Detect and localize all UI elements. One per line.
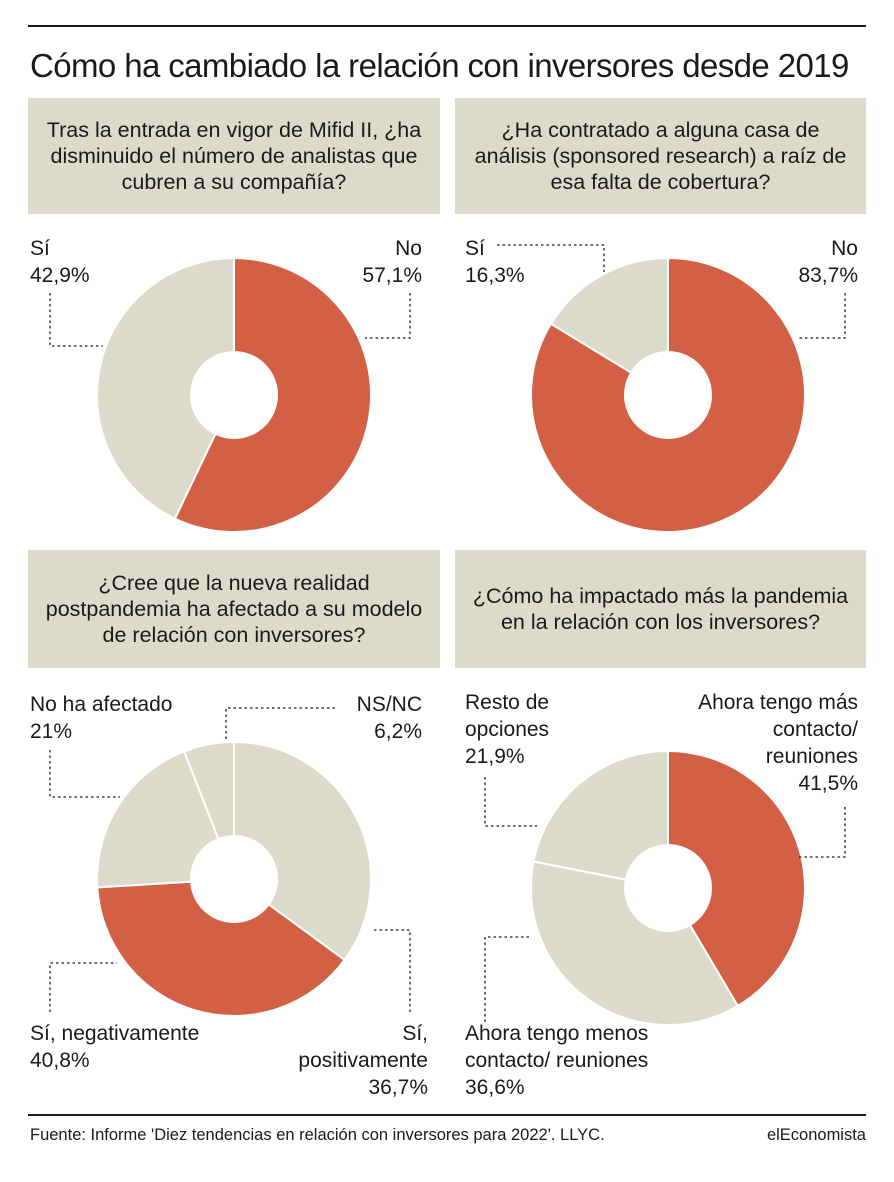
donut-3: [96, 741, 372, 1017]
c1-no-value: 57,1%: [362, 264, 422, 287]
donut-4: [530, 750, 806, 1026]
question-1-text: Tras la entrada en vigor de Mifid II, ¿h…: [46, 118, 422, 194]
donut-4-hole: [624, 844, 712, 932]
donut-3-slice-1: [233, 741, 372, 961]
question-box-3: ¿Cree que la nueva realidad postpandemia…: [28, 550, 440, 668]
c2-no-name: No: [831, 237, 858, 260]
leader-line-c3-positivamente: [372, 929, 411, 1012]
leader-line-c3-nsnc: [225, 707, 335, 742]
leader-line-c4-menos: [484, 936, 531, 1022]
question-box-1: Tras la entrada en vigor de Mifid II, ¿h…: [28, 98, 440, 214]
question-box-4: ¿Cómo ha impactado más la pandemia en la…: [455, 550, 866, 668]
c1-label-no: No 57,1%: [362, 235, 422, 289]
leader-line-c1-no: [365, 293, 411, 339]
bottom-rule: [28, 1114, 866, 1116]
c4-menos-name: Ahora tengo menos contacto/ reuniones: [465, 1022, 649, 1072]
c1-no-name: No: [395, 237, 422, 260]
c3-positivamente-name: Sí, positivamente: [298, 1022, 428, 1072]
c4-menos-value: 36,6%: [465, 1076, 525, 1099]
donut-2-hole: [624, 351, 712, 439]
c3-label-nsnc: NS/NC 6,2%: [357, 691, 422, 745]
page-title: Cómo ha cambiado la relación con inverso…: [30, 47, 849, 84]
leader-line-c2-si: [497, 244, 605, 272]
question-2-text: ¿Ha contratado a alguna casa de análisis…: [474, 118, 847, 194]
c2-si-name: Sí: [465, 237, 485, 260]
c4-mas-name: Ahora tengo más contacto/ reuniones: [698, 691, 858, 768]
c3-nsnc-name: NS/NC: [356, 693, 422, 716]
c3-label-positivamente: Sí, positivamente 36,7%: [258, 1020, 428, 1101]
c4-label-mas: Ahora tengo más contacto/ reuniones 41,5…: [678, 689, 858, 797]
donut-1: [96, 257, 372, 533]
donut-4-slice-2: [530, 860, 739, 1026]
c4-resto-value: 21,9%: [465, 745, 525, 768]
leader-line-c3-negativamente: [49, 962, 117, 1012]
leader-line-c4-resto: [484, 777, 537, 827]
c3-negativamente-name: Sí, negativamente: [30, 1022, 200, 1045]
leader-line-c2-no: [797, 293, 846, 339]
c3-noafectado-value: 21%: [30, 720, 73, 743]
c4-resto-name: Resto de opciones: [465, 691, 550, 741]
c3-noafectado-name: No ha afectado: [30, 693, 173, 716]
leader-line-c4-mas: [799, 807, 846, 858]
c1-label-si: Sí 42,9%: [30, 235, 90, 289]
c1-si-value: 42,9%: [30, 264, 90, 287]
donut-4-slice-3: [532, 750, 669, 889]
question-box-2: ¿Ha contratado a alguna casa de análisis…: [455, 98, 866, 214]
donut-3-hole: [190, 835, 278, 923]
donut-2-slice-2: [549, 257, 669, 396]
leader-line-c3-noafectado: [49, 750, 120, 798]
donut-2: [530, 257, 806, 533]
c4-label-resto: Resto de opciones 21,9%: [465, 689, 585, 770]
question-3-text: ¿Cree que la nueva realidad postpandemia…: [45, 571, 423, 647]
c3-negativamente-value: 40,8%: [30, 1049, 90, 1072]
brand-logo: elEconomista: [766, 1126, 866, 1144]
donut-1-hole: [190, 351, 278, 439]
c3-label-negativamente: Sí, negativamente 40,8%: [30, 1020, 230, 1074]
source-note: Fuente: Informe 'Diez tendencias en rela…: [30, 1126, 605, 1144]
c2-label-si: Sí 16,3%: [465, 235, 525, 289]
c2-si-value: 16,3%: [465, 264, 525, 287]
donut-3-slice-2: [96, 878, 346, 1017]
c2-no-value: 83,7%: [798, 264, 858, 287]
c3-nsnc-value: 6,2%: [374, 720, 422, 743]
c4-label-menos: Ahora tengo menos contacto/ reuniones 36…: [465, 1020, 695, 1101]
c4-mas-value: 41,5%: [798, 772, 858, 795]
donut-1-slice-2: [96, 257, 235, 520]
c3-label-noafectado: No ha afectado 21%: [30, 691, 172, 745]
c3-positivamente-value: 36,7%: [368, 1076, 428, 1099]
c2-label-no: No 83,7%: [798, 235, 858, 289]
question-4-text: ¿Cómo ha impactado más la pandemia en la…: [472, 584, 849, 634]
donut-4-slice-1: [667, 750, 806, 1007]
top-rule: [28, 25, 866, 27]
c1-si-name: Sí: [30, 237, 50, 260]
leader-line-c1-si: [49, 293, 103, 347]
